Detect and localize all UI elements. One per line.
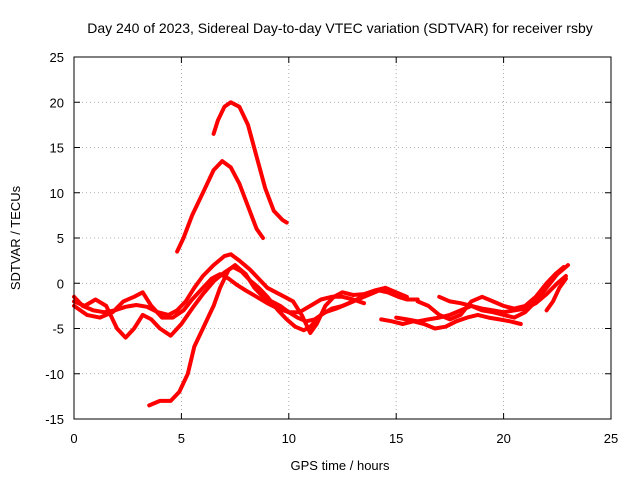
series-line-arc-11 [544, 276, 568, 313]
y-tick-label: -5 [52, 322, 64, 337]
series-line-arc-2 [175, 159, 265, 254]
series-line-arc-1 [211, 100, 289, 225]
y-tick-label: 0 [57, 276, 64, 291]
y-tick-label: -15 [45, 412, 64, 427]
grid-lines [74, 57, 611, 419]
x-tick-label: 20 [496, 431, 510, 446]
series-line-arc-10 [437, 263, 570, 320]
x-tick-label: 25 [604, 431, 618, 446]
series-line-arc-3 [147, 263, 420, 408]
series-line-arc-9 [415, 265, 566, 322]
series-line-arc-4 [72, 252, 409, 335]
series-line-arc-5 [72, 265, 364, 340]
y-tick-label: 5 [57, 231, 64, 246]
x-tick-label: 15 [389, 431, 403, 446]
x-tick-label: 10 [282, 431, 296, 446]
x-tick-label: 5 [178, 431, 185, 446]
x-axis-ticks: 0 5 10 15 20 25 [70, 57, 618, 446]
y-tick-label: 25 [50, 50, 64, 65]
x-tick-label: 0 [70, 431, 77, 446]
y-tick-label: 10 [50, 186, 64, 201]
y-tick-label: -10 [45, 367, 64, 382]
y-axis-ticks: -15 -10 -5 0 5 10 15 20 25 [45, 50, 611, 427]
x-axis-label: GPS time / hours [291, 458, 390, 473]
data-series-group [72, 100, 570, 408]
chart-title: Day 240 of 2023, Sidereal Day-to-day VTE… [87, 20, 593, 36]
y-tick-label: 20 [50, 95, 64, 110]
series-line-arc-6 [72, 272, 366, 320]
y-tick-label: 15 [50, 141, 64, 156]
y-axis-label: SDTVAR / TECUs [8, 185, 23, 290]
series-line-arc-7 [379, 312, 523, 331]
